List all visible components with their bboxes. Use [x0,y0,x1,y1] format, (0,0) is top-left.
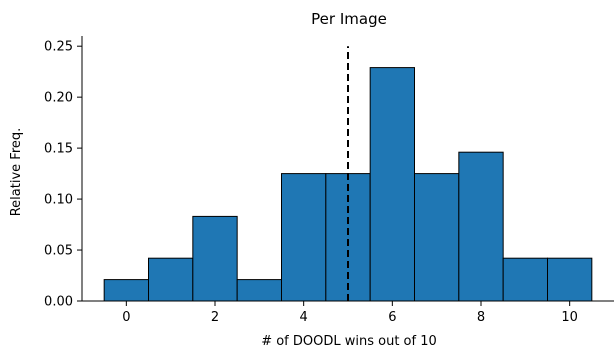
histogram-bar-6 [369,67,415,302]
y-tick-label-5: 0.25 [44,40,73,55]
histogram-bar-9 [502,257,548,302]
histogram-bar-10 [547,257,593,302]
histogram-bar-8 [458,151,504,302]
histogram-bar-3 [236,279,283,302]
x-tick-label-0: 0 [122,310,130,325]
plot-area: 0 2 4 6 8 10 0.00 0.05 0.10 0.15 0.20 0.25 [44,36,614,325]
x-tick-label-4: 4 [300,310,308,325]
chart-title: Per Image [311,10,387,28]
x-axis-label: # of DOODL wins out of 10 [261,334,437,349]
y-tick-label-4: 0.20 [44,91,73,106]
x-tick-label-6: 6 [388,310,396,325]
histogram-bar-4 [281,173,327,302]
histogram-bar-5 [325,173,371,302]
y-tick-label-2: 0.10 [44,193,73,208]
histogram-bar-2 [192,215,238,302]
histogram-bar-7 [414,173,460,302]
y-axis-label: Relative Freq. [9,128,24,217]
x-tick-label-2: 2 [211,310,219,325]
x-tick-label-8: 8 [477,310,485,325]
histogram-bar-1 [148,257,194,302]
y-tick-label-3: 0.15 [44,142,73,157]
y-tick-label-1: 0.05 [44,244,73,259]
y-tick-label-0: 0.00 [44,295,73,310]
x-tick-label-10: 10 [561,310,578,325]
histogram-bar-0 [103,279,149,302]
